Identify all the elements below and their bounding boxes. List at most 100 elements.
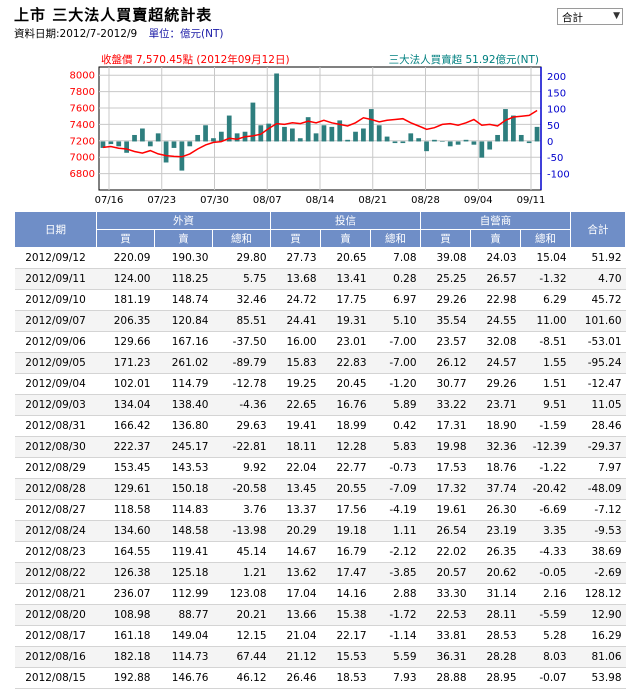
- cell-foreign-buy: 166.42: [96, 415, 155, 437]
- cell-foreign-sell: 143.53: [154, 457, 213, 479]
- cell-trust-buy: 13.68: [270, 268, 321, 290]
- cell-foreign-net: -12.78: [212, 373, 271, 395]
- cell-dealer-buy: 30.77: [420, 373, 471, 395]
- bar: [392, 141, 398, 144]
- bar: [463, 139, 469, 142]
- bar: [337, 120, 343, 142]
- cell-total: 4.70: [570, 268, 626, 290]
- cell-trust-buy: 19.41: [270, 415, 321, 437]
- cell-foreign-sell: 138.40: [154, 394, 213, 416]
- cell-date: 2012/08/27: [14, 499, 97, 521]
- cell-trust-net: 5.59: [370, 646, 421, 668]
- bar: [526, 141, 532, 144]
- cell-foreign-sell: 114.73: [154, 646, 213, 668]
- x-tick-label: 07/16: [95, 195, 124, 206]
- col-header-trust-net: 總和: [370, 229, 422, 248]
- cell-foreign-sell: 148.58: [154, 520, 213, 542]
- bar: [345, 139, 350, 142]
- cell-foreign-buy: 164.55: [96, 541, 155, 563]
- cell-dealer-buy: 19.98: [420, 436, 471, 458]
- bar: [368, 109, 374, 142]
- cell-dealer-sell: 23.19: [470, 520, 521, 542]
- cell-foreign-sell: 112.99: [154, 583, 213, 605]
- x-tick-label: 08/21: [358, 195, 387, 206]
- cell-date: 2012/08/30: [14, 436, 97, 458]
- col-header-total: 合計: [570, 211, 627, 248]
- cell-total: -7.12: [570, 499, 626, 521]
- cell-dealer-buy: 28.88: [420, 667, 471, 689]
- cell-trust-sell: 17.56: [320, 499, 371, 521]
- table-row: 2012/09/11 124.00 118.25 5.75 13.68 13.41 0.28…: [14, 268, 626, 290]
- bar: [384, 136, 390, 142]
- cell-foreign-net: 29.80: [212, 247, 271, 269]
- cell-total: 101.60: [570, 310, 626, 332]
- cell-dealer-sell: 20.62: [470, 562, 521, 584]
- bar: [234, 133, 240, 142]
- col-header-trust-buy: 買: [270, 229, 322, 248]
- table-row: 2012/09/12 220.09 190.30 29.80 27.73 20.65 7.0…: [14, 247, 626, 269]
- page-title: 上市 三大法人買賣超統計表: [14, 6, 213, 24]
- left-tick-label: 8000: [70, 71, 95, 82]
- bar: [432, 139, 437, 142]
- cell-date: 2012/08/31: [14, 415, 97, 437]
- cell-foreign-sell: 167.16: [154, 331, 213, 353]
- cell-total: 53.98: [570, 667, 626, 689]
- cell-dealer-net: -5.59: [520, 604, 571, 626]
- table-row: 2012/08/21 236.07 112.99 123.08 17.04 14.16 2.…: [14, 583, 626, 605]
- cell-foreign-sell: 88.77: [154, 604, 213, 626]
- chevron-down-icon: ▼: [613, 11, 620, 21]
- cell-trust-net: 5.89: [370, 394, 421, 416]
- bar: [163, 141, 169, 163]
- cell-foreign-sell: 245.17: [154, 436, 213, 458]
- cell-foreign-buy: 171.23: [96, 352, 155, 374]
- cell-foreign-buy: 124.00: [96, 268, 155, 290]
- cell-foreign-buy: 161.18: [96, 625, 155, 647]
- cell-trust-buy: 16.00: [270, 331, 321, 353]
- bar: [361, 128, 366, 142]
- left-tick-label: 7400: [70, 120, 95, 131]
- cell-foreign-sell: 118.25: [154, 268, 213, 290]
- cell-date: 2012/09/12: [14, 247, 97, 269]
- cell-trust-sell: 13.41: [320, 268, 371, 290]
- x-tick-label: 09/04: [464, 195, 493, 206]
- cell-foreign-buy: 206.35: [96, 310, 155, 332]
- cell-foreign-buy: 129.61: [96, 478, 155, 500]
- cell-trust-sell: 18.99: [320, 415, 371, 437]
- cell-dealer-sell: 28.95: [470, 667, 521, 689]
- right-tick-label: 150: [547, 88, 566, 99]
- cell-date: 2012/08/17: [14, 625, 97, 647]
- cell-dealer-buy: 17.32: [420, 478, 471, 500]
- cell-date: 2012/08/20: [14, 604, 97, 626]
- bar: [274, 73, 279, 142]
- table-row: 2012/09/10 181.19 148.74 32.46 24.72 17.75 6.9…: [14, 289, 626, 311]
- bar: [266, 123, 272, 142]
- cell-trust-net: -7.09: [370, 478, 421, 500]
- cell-dealer-buy: 22.53: [420, 604, 471, 626]
- table-row: 2012/09/04 102.01 114.79 -12.78 19.25 20.45 -1…: [14, 373, 626, 395]
- col-header-dealer-sell: 賣: [470, 229, 522, 248]
- cell-foreign-sell: 120.84: [154, 310, 213, 332]
- cell-trust-net: 2.88: [370, 583, 421, 605]
- cell-date: 2012/09/07: [14, 310, 97, 332]
- cell-foreign-sell: 114.83: [154, 499, 213, 521]
- bar: [140, 128, 145, 142]
- cell-date: 2012/09/03: [14, 394, 97, 416]
- institutional-table: 日期 外資 投信 自營商 合計 買 賣 總和 買 賣 總和 買 賣 總和 201…: [14, 211, 627, 689]
- cell-dealer-net: -1.22: [520, 457, 571, 479]
- cell-dealer-buy: 19.61: [420, 499, 471, 521]
- bar: [226, 115, 232, 142]
- cell-foreign-sell: 136.80: [154, 415, 213, 437]
- market-select[interactable]: 合計 ▼: [557, 8, 623, 25]
- table-row: 2012/09/06 129.66 167.16 -37.50 16.00 23.01 -7…: [14, 331, 626, 353]
- table-row: 2012/08/29 153.45 143.53 9.92 22.04 22.77 -0.7…: [14, 457, 626, 479]
- cell-total: -48.09: [570, 478, 626, 500]
- x-tick-label: 07/30: [200, 195, 229, 206]
- cell-trust-net: -0.73: [370, 457, 421, 479]
- cell-foreign-net: 46.12: [212, 667, 271, 689]
- cell-date: 2012/08/16: [14, 646, 97, 668]
- table-row: 2012/09/03 134.04 138.40 -4.36 22.65 16.76 5.8…: [14, 394, 626, 416]
- cell-date: 2012/09/10: [14, 289, 97, 311]
- cell-foreign-net: 29.63: [212, 415, 271, 437]
- cell-trust-sell: 22.17: [320, 625, 371, 647]
- cell-dealer-sell: 28.11: [470, 604, 521, 626]
